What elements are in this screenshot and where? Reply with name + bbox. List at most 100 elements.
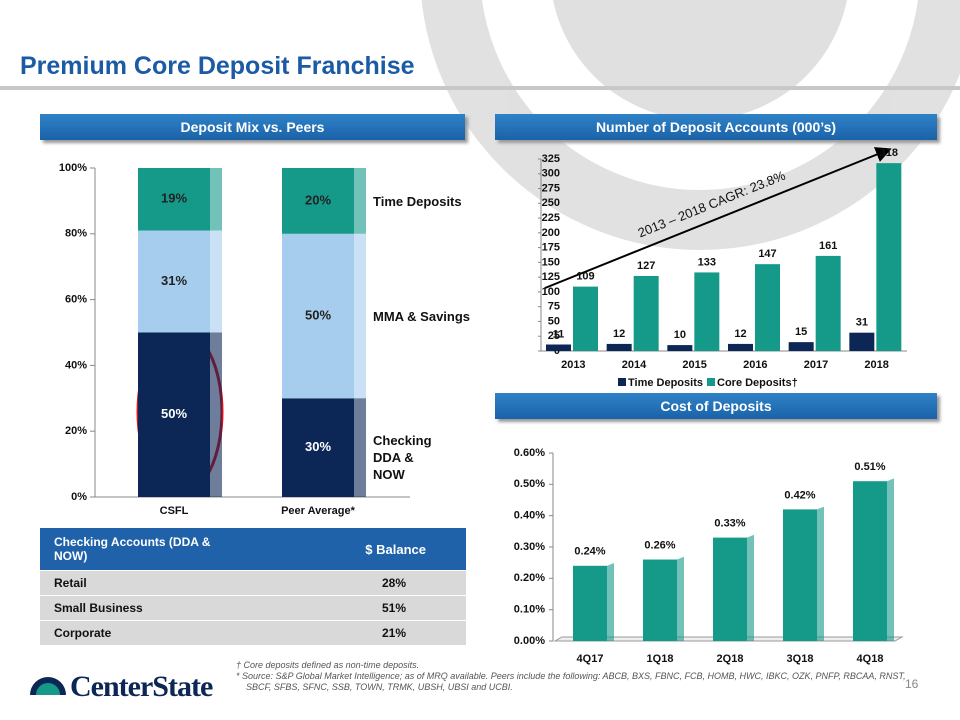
y-tick-label: 0.60% (514, 447, 545, 459)
value-label: 318 (880, 147, 898, 159)
y-tick-label: 0.00% (514, 635, 545, 647)
bar-side (210, 168, 222, 231)
value-label: 30% (305, 439, 331, 454)
row-label: Small Business (54, 601, 143, 615)
x-tick-label: 3Q18 (787, 653, 814, 665)
bar-front (783, 509, 817, 641)
footnotes: † Core deposits defined as non-time depo… (236, 660, 906, 693)
y-tick-label: 0.40% (514, 510, 545, 522)
value-label: 147 (758, 248, 776, 260)
bar-front (282, 233, 354, 399)
value-label: 20% (305, 192, 331, 207)
emblem-ring (421, 0, 960, 250)
x-tick-label: Peer Average* (281, 505, 356, 517)
bar-side (817, 506, 824, 641)
bar (573, 563, 614, 641)
bar-side (747, 534, 754, 641)
x-tick-label: CSFL (160, 505, 189, 517)
value-label: 0.24% (574, 546, 605, 558)
y-tick-label: 0.30% (514, 541, 545, 553)
value-label: 50% (161, 406, 187, 421)
bar (643, 556, 684, 641)
bar (783, 506, 824, 641)
value-label: 127 (637, 260, 655, 272)
x-tick-label: 2016 (743, 359, 767, 371)
row-value: 21% (381, 626, 406, 640)
title-rule (0, 86, 960, 90)
y-tick-label: 325 (542, 153, 560, 165)
value-label: 11 (553, 328, 565, 340)
table-header: Checking Accounts (DDA & NOW) $ Balance (40, 528, 466, 570)
bar (606, 343, 632, 351)
x-tick-label: 4Q18 (857, 653, 884, 665)
value-label: 15 (795, 326, 807, 338)
bar (667, 345, 693, 351)
bar-side (210, 230, 222, 333)
slide-title: Premium Core Deposit Franchise (20, 52, 415, 80)
bar (282, 233, 366, 399)
value-label: 31% (161, 273, 187, 288)
value-label: 50% (305, 307, 331, 322)
x-tick-label: 2013 (561, 359, 585, 371)
y-tick-label: 175 (542, 242, 560, 254)
bar-side (354, 233, 366, 399)
bar (282, 398, 366, 497)
bar-side (677, 556, 684, 641)
bar (853, 478, 894, 641)
bar (138, 168, 222, 231)
x-tick-label: 2015 (682, 359, 706, 371)
x-tick-label: 2Q18 (717, 653, 744, 665)
bar-side (354, 168, 366, 234)
value-label: 0.26% (644, 539, 675, 551)
bar (138, 230, 222, 333)
legend-swatch (707, 378, 715, 386)
cagr-arrow (544, 147, 892, 289)
y-tick-label: 80% (65, 228, 87, 240)
y-tick-label: 100 (542, 286, 560, 298)
emblem-core (553, 0, 847, 120)
bar-front (282, 168, 354, 234)
table-row: Retail 28% (40, 570, 466, 595)
value-label: 10 (674, 329, 686, 341)
y-tick-label: 250 (542, 197, 560, 209)
y-tick-label: 150 (542, 256, 560, 268)
bar-side (354, 398, 366, 497)
value-label: 12 (613, 328, 625, 340)
bar-front (138, 168, 210, 231)
bar (788, 342, 814, 351)
value-label: 31 (856, 317, 868, 329)
bar (755, 264, 780, 351)
y-tick-label: 50 (548, 315, 560, 327)
footnote: † Core deposits defined as non-time depo… (236, 660, 420, 670)
y-tick-label: 75 (548, 301, 560, 313)
footnote: * Source: S&P Global Market Intelligence… (236, 671, 906, 692)
bar (138, 332, 222, 497)
legend-swatch (618, 378, 626, 386)
bar-front (138, 332, 210, 497)
bar-front (573, 565, 607, 641)
x-tick-label: 2017 (804, 359, 828, 371)
y-tick-label: 20% (65, 425, 87, 437)
y-tick-label: 100% (59, 162, 87, 174)
bar (815, 255, 841, 351)
value-label: 109 (576, 271, 594, 283)
bar-side (607, 563, 614, 641)
bar-side (210, 332, 222, 497)
legend-label: Time Deposits (628, 377, 703, 389)
y-tick-label: 300 (542, 168, 560, 180)
y-tick-label: 40% (65, 359, 87, 371)
y-tick-label: 0% (71, 491, 87, 503)
header-cell: Checking Accounts (DDA & NOW) (54, 535, 211, 563)
logo-text: CenterState (70, 670, 213, 703)
y-tick-label: 200 (542, 227, 560, 239)
bar (713, 534, 754, 641)
table-row: Corporate 21% (40, 620, 466, 645)
value-label: 133 (698, 256, 716, 268)
x-tick-label: 2014 (622, 359, 647, 371)
y-tick-label: 125 (542, 271, 560, 283)
bar (876, 163, 902, 351)
bar (546, 344, 571, 351)
bar-side (887, 478, 894, 641)
series-label: MMA & Savings (373, 309, 471, 325)
row-value: 28% (381, 576, 406, 590)
